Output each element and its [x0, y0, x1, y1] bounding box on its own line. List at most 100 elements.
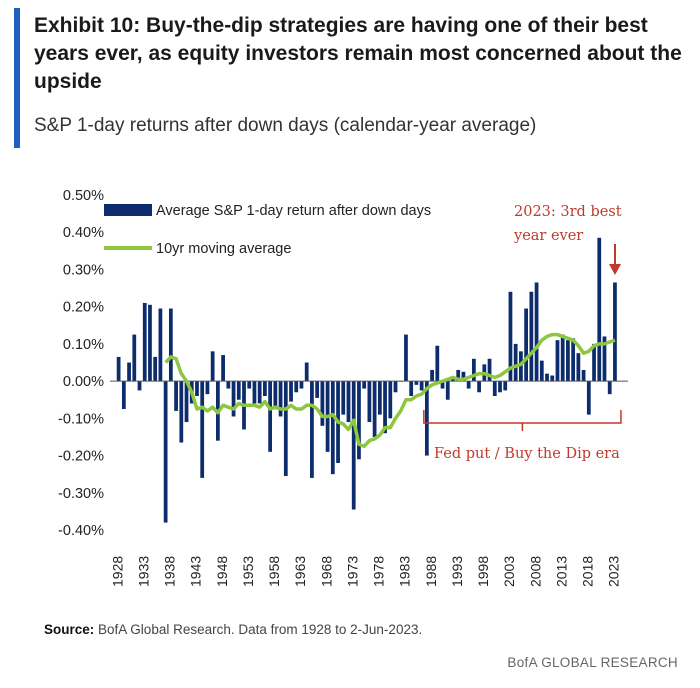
- bar: [383, 381, 387, 434]
- source-text: BofA Global Research. Data from 1928 to …: [98, 622, 423, 637]
- bar: [372, 381, 377, 437]
- x-tick-label: 2023: [606, 556, 622, 587]
- legend: Average S&P 1-day return after down days…: [104, 203, 431, 257]
- bar: [341, 381, 346, 415]
- bar-series: [116, 237, 617, 523]
- bar: [586, 381, 591, 415]
- bar: [456, 369, 461, 382]
- bar: [451, 377, 455, 382]
- best-year-annotation-line2: year ever: [513, 228, 583, 244]
- chart-subtitle: S&P 1-day returns after down days (calen…: [34, 115, 537, 136]
- bar: [351, 381, 356, 510]
- bar: [195, 381, 199, 396]
- bar: [445, 381, 450, 400]
- bar: [409, 381, 414, 396]
- bar: [294, 381, 299, 393]
- bar: [503, 381, 508, 391]
- y-tick-label: 0.10%: [63, 337, 104, 353]
- bar: [142, 302, 147, 382]
- bar: [304, 362, 309, 382]
- era-annotation: Fed put / Buy the Dip era: [434, 446, 620, 462]
- y-tick-label: -0.30%: [58, 486, 104, 502]
- y-tick-label: 0.50%: [63, 188, 104, 204]
- x-tick-label: 1963: [292, 556, 308, 587]
- bar: [513, 343, 518, 382]
- best-year-annotation-line1: 2023: 3rd best: [514, 204, 622, 220]
- bar: [184, 381, 189, 423]
- bar: [435, 345, 440, 382]
- bar: [346, 381, 351, 423]
- bar: [560, 334, 565, 382]
- bar: [226, 381, 231, 389]
- bar: [320, 381, 325, 426]
- bar: [602, 336, 607, 382]
- bar: [367, 381, 372, 423]
- bar: [545, 373, 549, 382]
- y-axis: 0.50% 0.40% 0.30% 0.20% 0.10% 0.00% -0.10% -0.2…: [58, 188, 104, 539]
- bar: [430, 369, 434, 382]
- bar: [289, 381, 293, 402]
- bar-line-chart: 0.50% 0.40% 0.30% 0.20% 0.10% 0.00% -0.10% -0.2…: [58, 188, 628, 587]
- bar: [555, 340, 560, 382]
- bar: [330, 381, 335, 475]
- bar: [205, 381, 210, 395]
- x-tick-label: 1933: [135, 556, 151, 587]
- x-tick-label: 1993: [449, 556, 465, 587]
- bar: [377, 381, 382, 415]
- x-tick-label: 1958: [266, 556, 282, 587]
- x-tick-label: 2008: [527, 556, 543, 587]
- bar: [268, 381, 273, 452]
- bar: [163, 381, 168, 523]
- x-axis: 1928 1933 1938 1943 1948 1953 1958 1963 1968 1973…: [109, 556, 621, 587]
- bar: [607, 381, 612, 395]
- bar: [257, 381, 262, 404]
- x-tick-label: 1948: [214, 556, 230, 587]
- bar: [477, 381, 481, 393]
- bar: [158, 308, 163, 382]
- bar: [581, 369, 586, 382]
- bar: [315, 381, 320, 398]
- x-tick-label: 2003: [501, 556, 517, 587]
- bar: [508, 291, 513, 382]
- brand-footer: BofA GLOBAL RESEARCH: [507, 655, 678, 670]
- bar: [393, 381, 398, 393]
- bar: [231, 381, 236, 417]
- x-tick-label: 2018: [580, 556, 596, 587]
- bar: [519, 351, 523, 382]
- x-tick-label: 1968: [318, 556, 334, 587]
- moving-average-line: [164, 332, 616, 448]
- bar: [247, 381, 252, 389]
- x-tick-label: 1973: [344, 556, 360, 587]
- bar: [471, 358, 476, 382]
- x-tick-label: 1953: [240, 556, 256, 587]
- x-tick-label: 1983: [397, 556, 413, 587]
- legend-line-label: 10yr moving average: [156, 241, 291, 257]
- bar: [613, 282, 617, 382]
- bar: [424, 381, 429, 456]
- bar: [210, 351, 215, 382]
- bar: [440, 381, 445, 389]
- bar: [121, 381, 126, 410]
- bar: [404, 334, 408, 382]
- x-tick-label: 1943: [188, 556, 204, 587]
- bar: [168, 308, 173, 382]
- bar: [148, 304, 152, 382]
- annotations: 2023: 3rd best year ever Fed put / Buy t…: [423, 204, 622, 462]
- bar: [487, 358, 492, 382]
- y-tick-label: 0.00%: [63, 374, 104, 390]
- bar: [388, 381, 393, 419]
- bar: [127, 362, 131, 382]
- bar: [153, 356, 158, 382]
- legend-bar-label: Average S&P 1-day return after down days: [156, 203, 431, 219]
- bar: [571, 338, 576, 382]
- source-note: Source: BofA Global Research. Data from …: [44, 622, 422, 637]
- bar: [137, 381, 142, 391]
- bar: [534, 282, 539, 382]
- legend-bar-swatch: [104, 204, 152, 216]
- bar: [576, 353, 581, 382]
- era-bracket: [423, 410, 622, 431]
- bar: [132, 334, 137, 382]
- bar: [263, 381, 267, 396]
- bar: [566, 340, 570, 382]
- source-label: Source:: [44, 622, 95, 637]
